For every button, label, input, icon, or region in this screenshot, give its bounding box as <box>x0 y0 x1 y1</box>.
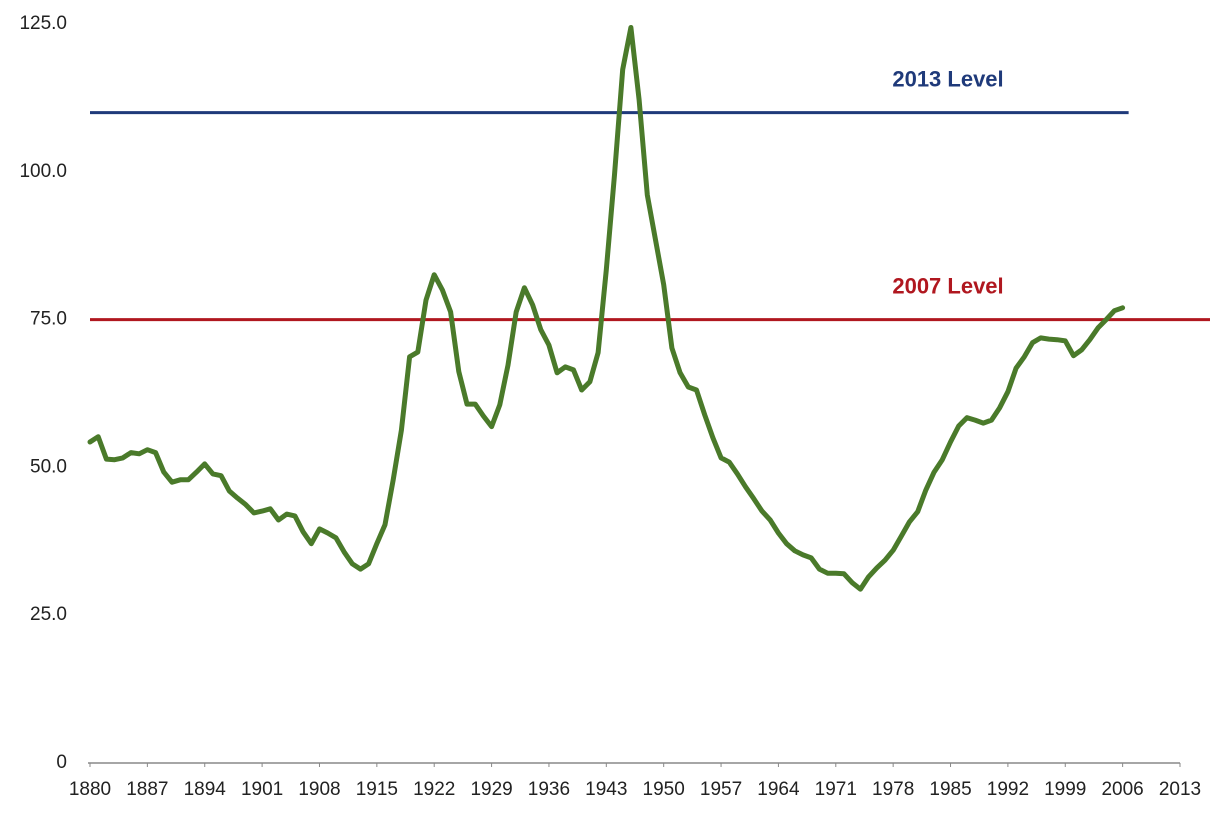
x-tick-label: 1978 <box>872 779 914 800</box>
x-tick-label: 1950 <box>643 779 685 800</box>
x-tick-label: 1929 <box>470 779 512 800</box>
data-line <box>87 25 1126 592</box>
y-tick-label: 0 <box>56 752 67 773</box>
x-tick-label: 1887 <box>126 779 168 800</box>
x-tick-label: 1915 <box>356 779 398 800</box>
x-tick-label: 1957 <box>700 779 742 800</box>
x-tick-label: 1964 <box>757 779 800 800</box>
x-tick-label: 2013 <box>1159 779 1201 800</box>
x-tick-label: 1901 <box>241 779 283 800</box>
y-tick-label: 25.0 <box>30 604 67 625</box>
reference-label: 2013 Level <box>892 66 1003 91</box>
x-tick-label: 1943 <box>585 779 627 800</box>
x-tick-label: 1985 <box>929 779 971 800</box>
x-tick-label: 1936 <box>528 779 570 800</box>
x-tick-label: 1971 <box>815 779 857 800</box>
y-tick-label: 75.0 <box>30 309 67 330</box>
x-tick-label: 1922 <box>413 779 455 800</box>
x-tick-label: 1894 <box>184 779 227 800</box>
x-tick-label: 1999 <box>1044 779 1086 800</box>
y-tick-label: 125.0 <box>19 13 67 34</box>
y-tick-label: 50.0 <box>30 456 67 477</box>
x-tick-label: 1880 <box>69 779 111 800</box>
y-tick-label: 100.0 <box>19 161 67 182</box>
x-tick-label: 1992 <box>987 779 1029 800</box>
x-tick-label: 2006 <box>1101 779 1143 800</box>
reference-label: 2007 Level <box>892 273 1003 298</box>
x-tick-label: 1908 <box>298 779 340 800</box>
